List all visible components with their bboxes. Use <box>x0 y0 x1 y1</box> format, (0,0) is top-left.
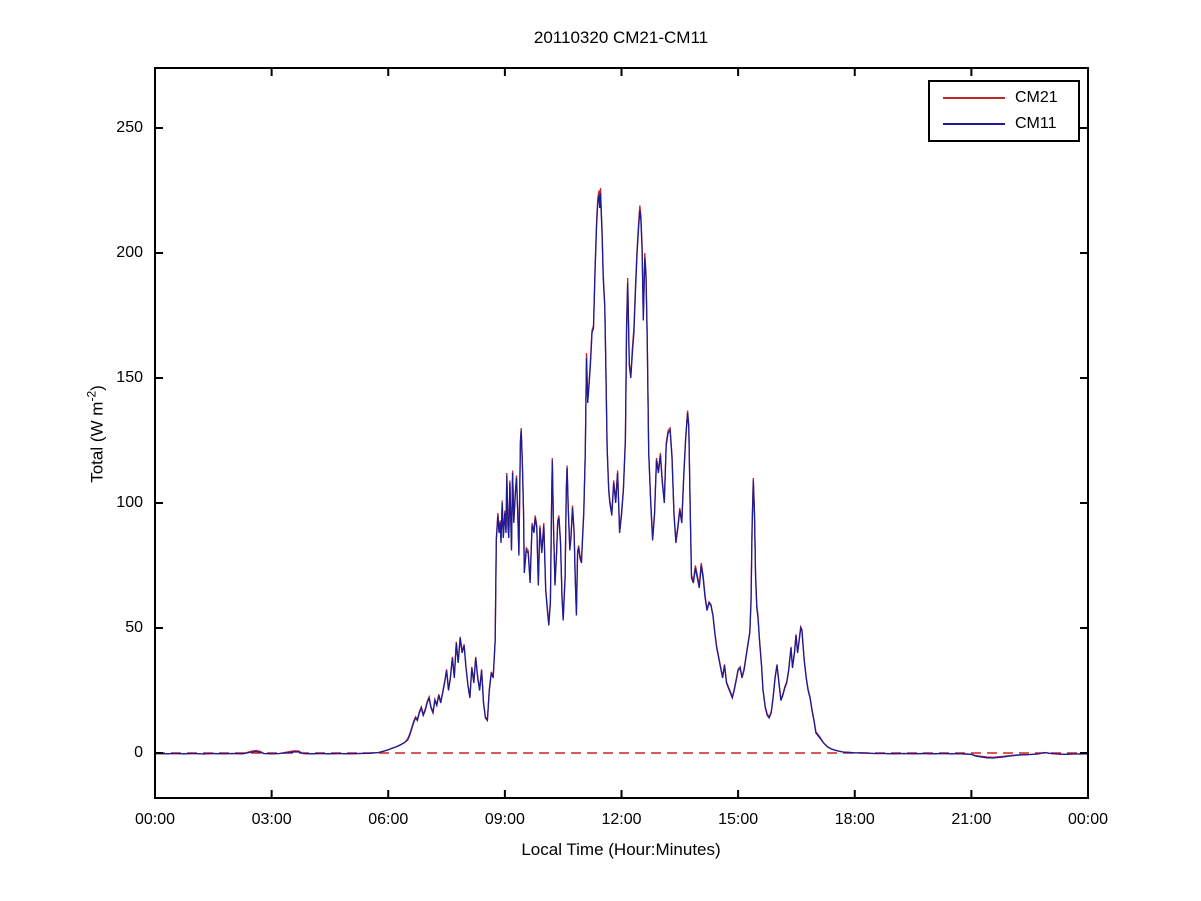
chart-title: 20110320 CM21-CM11 <box>533 28 709 47</box>
legend-entry-cm11: CM11 <box>930 115 1078 133</box>
x-tick-label: 00:00 <box>1067 811 1109 828</box>
legend: CM21 CM11 <box>928 80 1080 142</box>
x-tick-label: 18:00 <box>834 811 875 828</box>
series-line-cm11 <box>154 192 1089 759</box>
legend-entry-cm21: CM21 <box>930 89 1078 107</box>
x-tick-label: 09:00 <box>484 811 525 828</box>
y-tick-label: 250 <box>116 119 143 136</box>
legend-label-cm11: CM11 <box>1015 114 1057 132</box>
legend-label-cm21: CM21 <box>1015 89 1058 107</box>
cm21-line-swatch <box>943 97 1005 100</box>
x-axis-label: Local Time (Hour:Minutes) <box>521 840 721 859</box>
y-axis-label: Total (W m-2) <box>85 385 108 483</box>
y-tick-label: 200 <box>116 244 143 261</box>
x-tick-label: 21:00 <box>951 811 992 828</box>
x-tick-label: 15:00 <box>718 811 759 828</box>
x-tick-label: 00:00 <box>134 811 176 828</box>
cm11-line-swatch <box>943 122 1005 125</box>
y-tick-label: 100 <box>116 494 143 511</box>
x-tick-label: 03:00 <box>251 811 292 828</box>
plot-frame <box>154 67 1089 799</box>
x-tick-label: 12:00 <box>601 811 642 828</box>
y-axis-label-text: Total (W m <box>87 401 107 483</box>
y-tick-label: 50 <box>125 619 143 636</box>
y-tick-label: 0 <box>134 744 143 761</box>
y-tick-label: 150 <box>116 369 143 386</box>
y-axis-label-exponent: -2 <box>84 390 99 402</box>
x-tick-label: 06:00 <box>368 811 409 828</box>
series-line-cm21 <box>154 187 1089 758</box>
